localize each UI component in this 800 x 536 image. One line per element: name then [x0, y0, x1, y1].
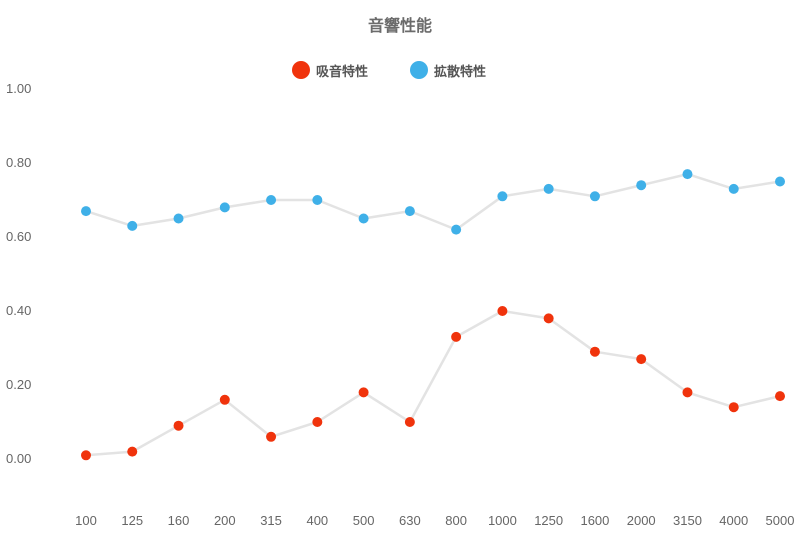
data-point-series-1[interactable] [127, 220, 138, 231]
data-point-series-1[interactable] [404, 206, 415, 217]
x-tick-label: 160 [168, 513, 190, 528]
x-tick-label: 315 [260, 513, 282, 528]
data-point-series-0[interactable] [589, 346, 600, 357]
data-point-series-0[interactable] [358, 387, 369, 398]
x-tick-label: 5000 [766, 513, 795, 528]
data-point-series-1[interactable] [81, 206, 91, 217]
series-line-0 [85, 309, 781, 457]
legend: 吸音特性 拡散特性 [0, 58, 800, 82]
data-point-series-1[interactable] [266, 195, 277, 205]
data-point-series-1[interactable] [312, 195, 323, 205]
data-point-series-1[interactable] [451, 224, 462, 235]
x-tick-label: 400 [306, 513, 328, 528]
y-tick-label: 0.20 [6, 377, 31, 392]
legend-label-diffusion: 拡散特性 [434, 63, 487, 79]
data-point-series-0[interactable] [312, 417, 323, 427]
legend-item-diffusion[interactable]: 拡散特性 [410, 58, 486, 82]
data-point-series-1[interactable] [589, 191, 600, 202]
data-point-series-0[interactable] [451, 331, 462, 342]
legend-item-absorption[interactable]: 吸音特性 [292, 58, 368, 82]
data-point-series-0[interactable] [775, 391, 785, 402]
data-point-series-1[interactable] [358, 213, 369, 224]
data-point-series-1[interactable] [497, 191, 508, 202]
data-point-series-0[interactable] [173, 420, 184, 431]
data-point-series-0[interactable] [81, 450, 91, 461]
x-tick-label: 1250 [534, 513, 563, 528]
legend-label-absorption: 吸音特性 [316, 63, 369, 79]
x-tick-label: 1600 [580, 513, 609, 528]
data-point-series-1[interactable] [636, 180, 647, 191]
data-point-series-1[interactable] [728, 183, 739, 194]
x-tick-label: 3150 [673, 513, 702, 528]
y-tick-label: 0.40 [6, 303, 31, 318]
y-tick-label: 1.00 [6, 81, 31, 96]
data-point-series-1[interactable] [173, 213, 184, 224]
x-tick-label: 500 [353, 513, 375, 528]
x-tick-label: 1000 [488, 513, 517, 528]
x-tick-label: 630 [399, 513, 421, 528]
series-line-1 [85, 172, 781, 231]
data-point-series-1[interactable] [543, 183, 554, 194]
data-point-series-0[interactable] [728, 402, 739, 413]
data-point-series-0[interactable] [682, 387, 693, 398]
chart-title: 音響性能 [367, 18, 432, 35]
x-tick-label: 2000 [627, 513, 656, 528]
data-point-series-0[interactable] [127, 446, 138, 457]
data-point-series-1[interactable] [682, 169, 693, 180]
data-point-series-0[interactable] [266, 431, 277, 442]
data-point-series-0[interactable] [543, 313, 554, 324]
legend-marker-absorption-icon [292, 61, 310, 79]
x-tick-label: 4000 [719, 513, 748, 528]
y-tick-label: 0.00 [6, 451, 31, 466]
data-point-series-1[interactable] [775, 176, 785, 187]
data-point-series-0[interactable] [497, 306, 508, 316]
y-tick-label: 0.60 [6, 229, 31, 244]
x-tick-label: 125 [121, 513, 143, 528]
data-point-series-0[interactable] [636, 354, 647, 365]
legend-marker-diffusion-icon [410, 61, 428, 79]
data-point-series-0[interactable] [404, 417, 415, 427]
x-tick-label: 200 [214, 513, 236, 528]
x-tick-label: 100 [75, 513, 97, 528]
x-tick-label: 800 [445, 513, 467, 528]
data-point-series-1[interactable] [219, 202, 230, 213]
y-tick-label: 0.80 [6, 155, 31, 170]
data-point-series-0[interactable] [219, 394, 230, 405]
